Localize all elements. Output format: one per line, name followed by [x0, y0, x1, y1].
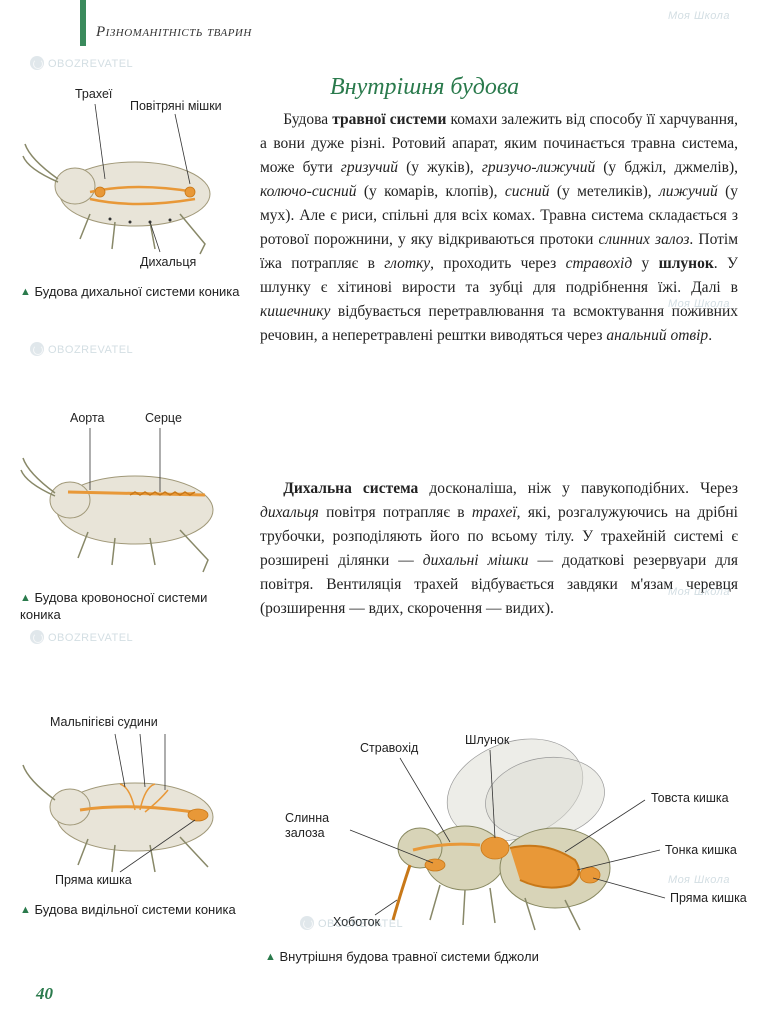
diagram-grasshopper-excretory: Мальпігієві судини Пряма кишка [20, 702, 250, 897]
label-stomach: Шлунок [465, 733, 510, 747]
chapter-header: Різноманітність тварин [96, 24, 252, 41]
body-paragraph-1: Будова травної системи комахи залежить в… [260, 108, 738, 348]
label-salivary2: залоза [285, 826, 325, 840]
caption-marker-icon: ▲ [20, 286, 31, 298]
label-airsacs: Повітряні мішки [130, 99, 222, 113]
label-rectum-b: Пряма кишка [670, 891, 747, 905]
page-root: Різноманітність тварин Внутрішня будова … [0, 0, 780, 1024]
caption-fig3: ▲ Будова видільної системи коника [20, 902, 250, 919]
section-title: Внутрішня будова [330, 74, 519, 101]
watermark: OBOZREVATEL [30, 342, 133, 356]
body-paragraph-2: Дихальна система досконаліша, ніж у паву… [260, 477, 738, 621]
label-spiracles: Дихальця [140, 255, 196, 269]
figure-bee-digestive: Стравохід Шлунок Слинна залоза Хоботок Т… [265, 720, 765, 985]
label-smallint: Тонка кишка [665, 843, 737, 857]
caption-fig2: ▲ Будова кровоносної системи коника [20, 590, 250, 624]
label-trachea: Трахеї [75, 87, 113, 101]
label-heart: Серце [145, 411, 182, 425]
label-aorta: Аорта [70, 411, 105, 425]
label-malpighian: Мальпігієві судини [50, 715, 158, 729]
watermark: Моя Школа [668, 10, 730, 22]
watermark-icon [30, 342, 44, 356]
watermark-icon [30, 630, 44, 644]
label-proboscis: Хоботок [333, 915, 381, 929]
caption-fig1: ▲ Будова дихальної системи коника [20, 284, 250, 301]
watermark: OBOZREVATEL [30, 630, 133, 644]
page-number: 40 [36, 984, 53, 1004]
diagram-grasshopper-circulatory: Аорта Серце [20, 400, 250, 585]
caption-fig4: ▲ Внутрішня будова травної системи бджол… [265, 949, 765, 966]
label-salivary1: Слинна [285, 811, 329, 825]
header-accent-bar [80, 0, 86, 46]
figure-respiratory: Трахеї Повітряні мішки Дихальця ▲ Будова… [20, 74, 250, 306]
diagram-grasshopper-respiratory: Трахеї Повітряні мішки Дихальця [20, 74, 250, 279]
watermark: OBOZREVATEL [30, 56, 133, 70]
watermark-icon [30, 56, 44, 70]
caption-marker-icon: ▲ [20, 592, 31, 604]
diagram-bee-digestive: Стравохід Шлунок Слинна залоза Хоботок Т… [265, 720, 755, 940]
figure-excretory: Мальпігієві судини Пряма кишка ▲ Будова … [20, 702, 250, 937]
label-rectum-g: Пряма кишка [55, 873, 132, 887]
label-esophagus: Стравохід [360, 741, 419, 755]
caption-marker-icon: ▲ [265, 951, 276, 963]
figure-circulatory: Аорта Серце ▲ Будова кровоносної системи… [20, 400, 250, 625]
caption-marker-icon: ▲ [20, 904, 31, 916]
label-largeint: Товста кишка [651, 791, 729, 805]
